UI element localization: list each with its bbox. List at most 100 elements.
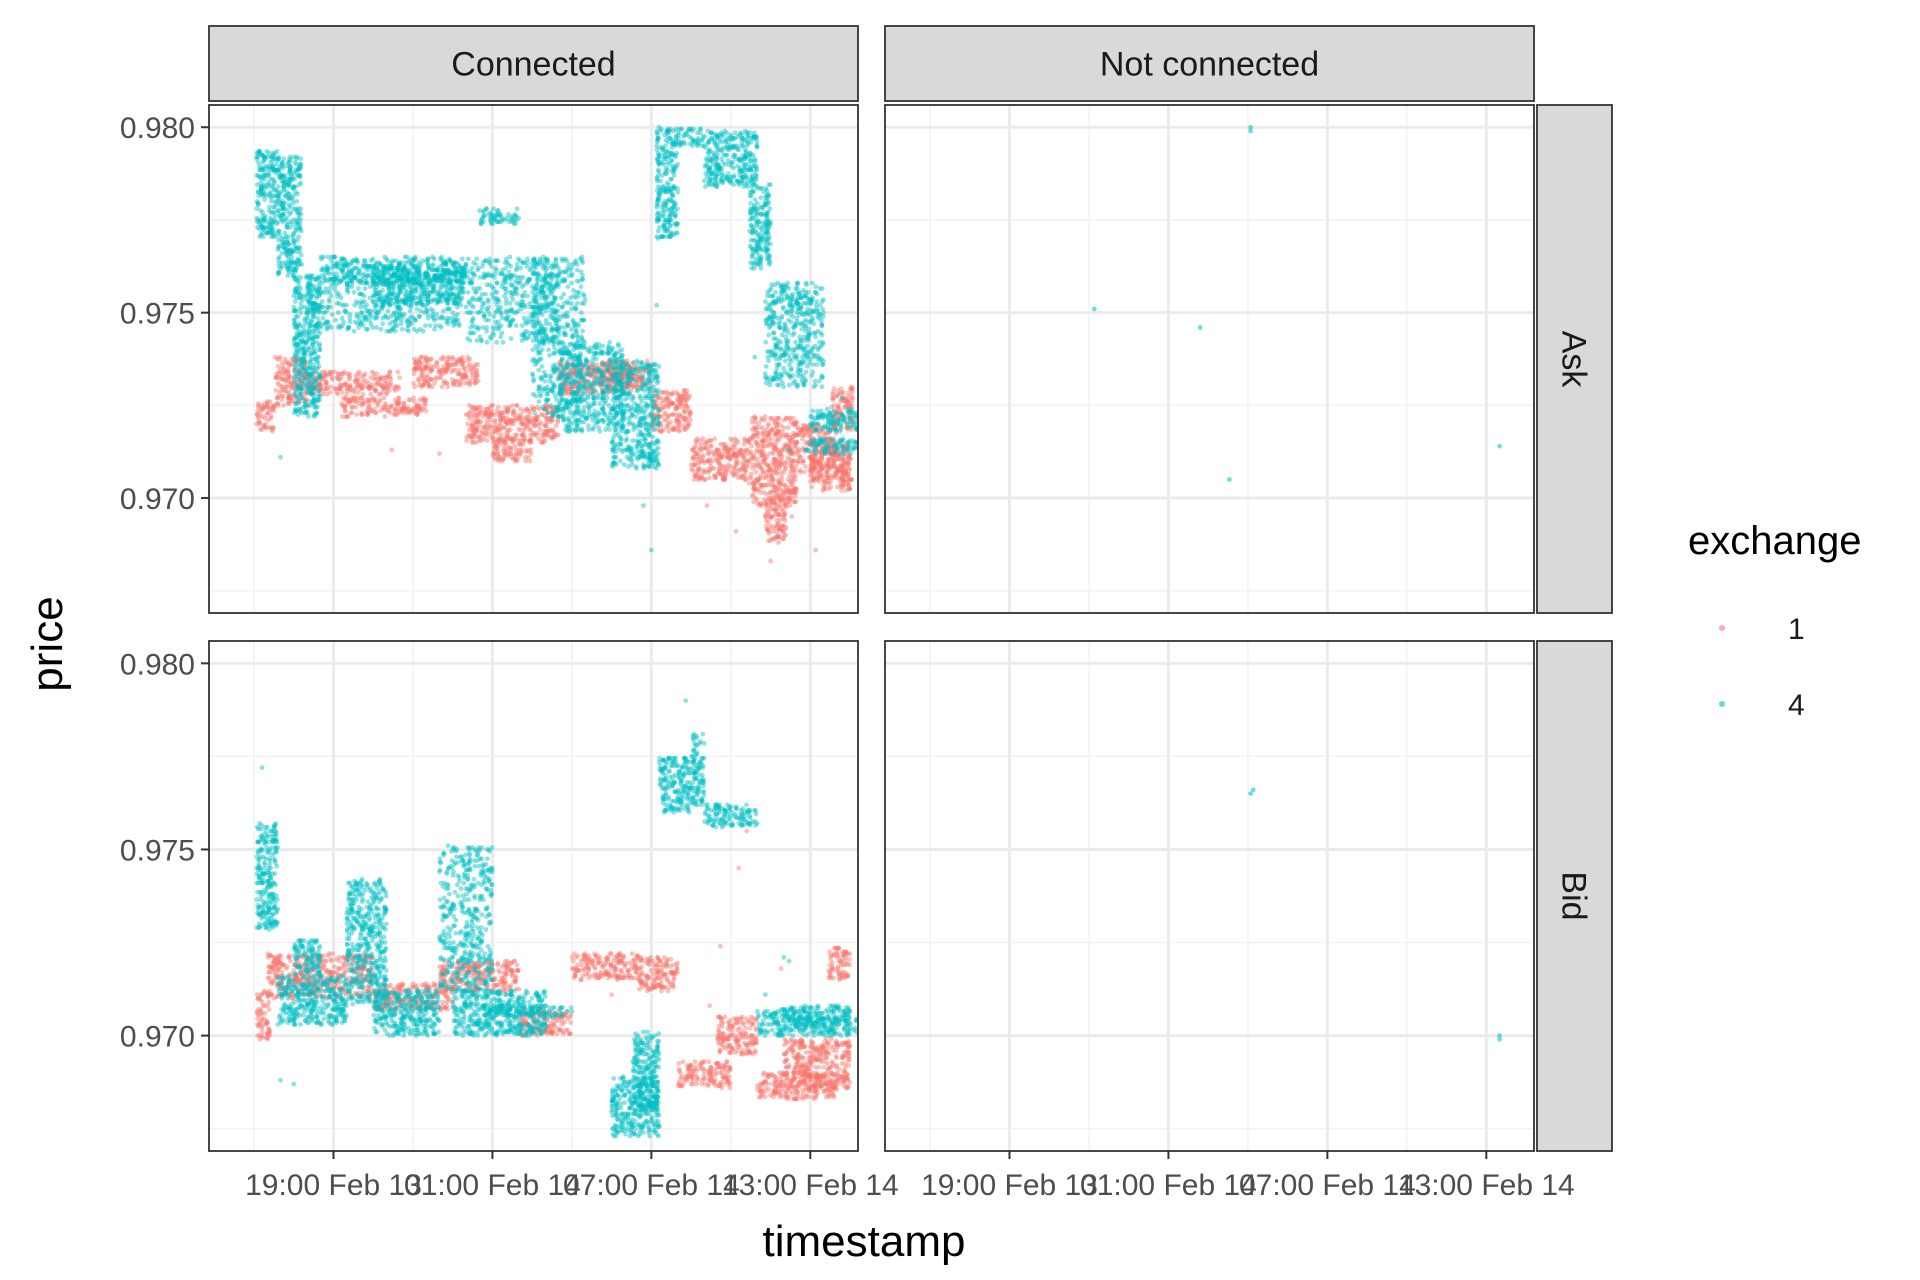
- data-point: [395, 369, 401, 375]
- data-point: [298, 371, 304, 377]
- data-point: [268, 176, 273, 182]
- data-point: [748, 471, 754, 477]
- data-point: [660, 404, 665, 410]
- data-point: [753, 469, 759, 475]
- data-point: [320, 315, 326, 321]
- data-point: [297, 391, 303, 397]
- data-point: [349, 395, 355, 401]
- data-point: [315, 375, 321, 380]
- data-point: [438, 293, 444, 299]
- data-point: [689, 467, 695, 473]
- data-point: [795, 458, 801, 464]
- data-point: [674, 419, 679, 425]
- data-point: [415, 269, 420, 275]
- data-point: [355, 321, 360, 327]
- data-point: [292, 367, 297, 373]
- data-point: [849, 386, 855, 392]
- data-point: [285, 237, 290, 243]
- data-point: [439, 325, 444, 330]
- data-point: [261, 404, 267, 410]
- data-point: [758, 490, 763, 495]
- data-point: [380, 404, 386, 410]
- data-point: [736, 467, 742, 473]
- data-point: [478, 410, 484, 416]
- data-point: [271, 230, 276, 236]
- data-point: [328, 293, 334, 299]
- data-point: [344, 391, 349, 397]
- data-point: [272, 403, 278, 408]
- data-point: [259, 427, 265, 432]
- data-point: [715, 471, 721, 477]
- data-point: [734, 438, 740, 443]
- data-point: [777, 525, 783, 531]
- data-point: [340, 371, 346, 377]
- data-point: [484, 438, 490, 443]
- data-point: [373, 388, 378, 393]
- data-point: [664, 423, 670, 429]
- data-point: [267, 399, 273, 404]
- data-point: [394, 412, 400, 417]
- data-point: [716, 449, 722, 455]
- data-point: [452, 367, 458, 373]
- data-point: [266, 425, 271, 430]
- data-point: [382, 378, 388, 384]
- data-point: [332, 263, 338, 269]
- data-point: [443, 269, 449, 275]
- data-point: [311, 412, 317, 417]
- data-point: [297, 174, 303, 180]
- data-point: [425, 276, 430, 282]
- data-point: [324, 391, 330, 397]
- data-point: [718, 462, 723, 468]
- data-point: [702, 440, 708, 445]
- data-point: [412, 256, 418, 262]
- data-point: [429, 280, 435, 286]
- data-point: [292, 160, 298, 165]
- data-point: [733, 529, 739, 534]
- data-point: [843, 469, 848, 475]
- data-point: [494, 427, 500, 432]
- data-point: [393, 384, 399, 390]
- data-point: [359, 319, 365, 325]
- data-point: [291, 384, 297, 390]
- data-point: [266, 223, 272, 228]
- data-point: [296, 352, 301, 358]
- data-point: [785, 425, 791, 430]
- data-point: [279, 206, 285, 212]
- data-point: [424, 308, 430, 314]
- data-point: [766, 451, 772, 456]
- data-point: [354, 380, 359, 386]
- data-point: [293, 289, 298, 295]
- data-point: [397, 375, 403, 380]
- data-point: [295, 373, 301, 379]
- data-point: [327, 286, 333, 291]
- data-point: [492, 417, 498, 423]
- data-point: [339, 315, 345, 321]
- data-point: [349, 404, 355, 410]
- data-point: [381, 386, 386, 392]
- data-point: [789, 514, 795, 519]
- data-point: [262, 425, 268, 430]
- data-point: [459, 256, 465, 262]
- data-point: [664, 395, 669, 401]
- data-point: [302, 352, 308, 358]
- data-point: [386, 288, 391, 293]
- data-point: [315, 382, 321, 388]
- data-point: [347, 371, 352, 377]
- data-point: [746, 458, 752, 464]
- data-point: [317, 347, 323, 353]
- data-point: [549, 434, 555, 440]
- data-point: [292, 378, 297, 384]
- data-point: [310, 382, 316, 388]
- data-point: [257, 419, 263, 425]
- data-point: [776, 540, 781, 545]
- data-point: [344, 286, 350, 291]
- data-point: [393, 406, 399, 412]
- data-point: [254, 421, 260, 427]
- data-point: [445, 365, 451, 371]
- data-point: [681, 427, 687, 432]
- data-point: [437, 284, 443, 290]
- data-point: [308, 388, 314, 393]
- data-point: [347, 319, 353, 325]
- data-point: [304, 373, 310, 379]
- data-point: [514, 403, 520, 408]
